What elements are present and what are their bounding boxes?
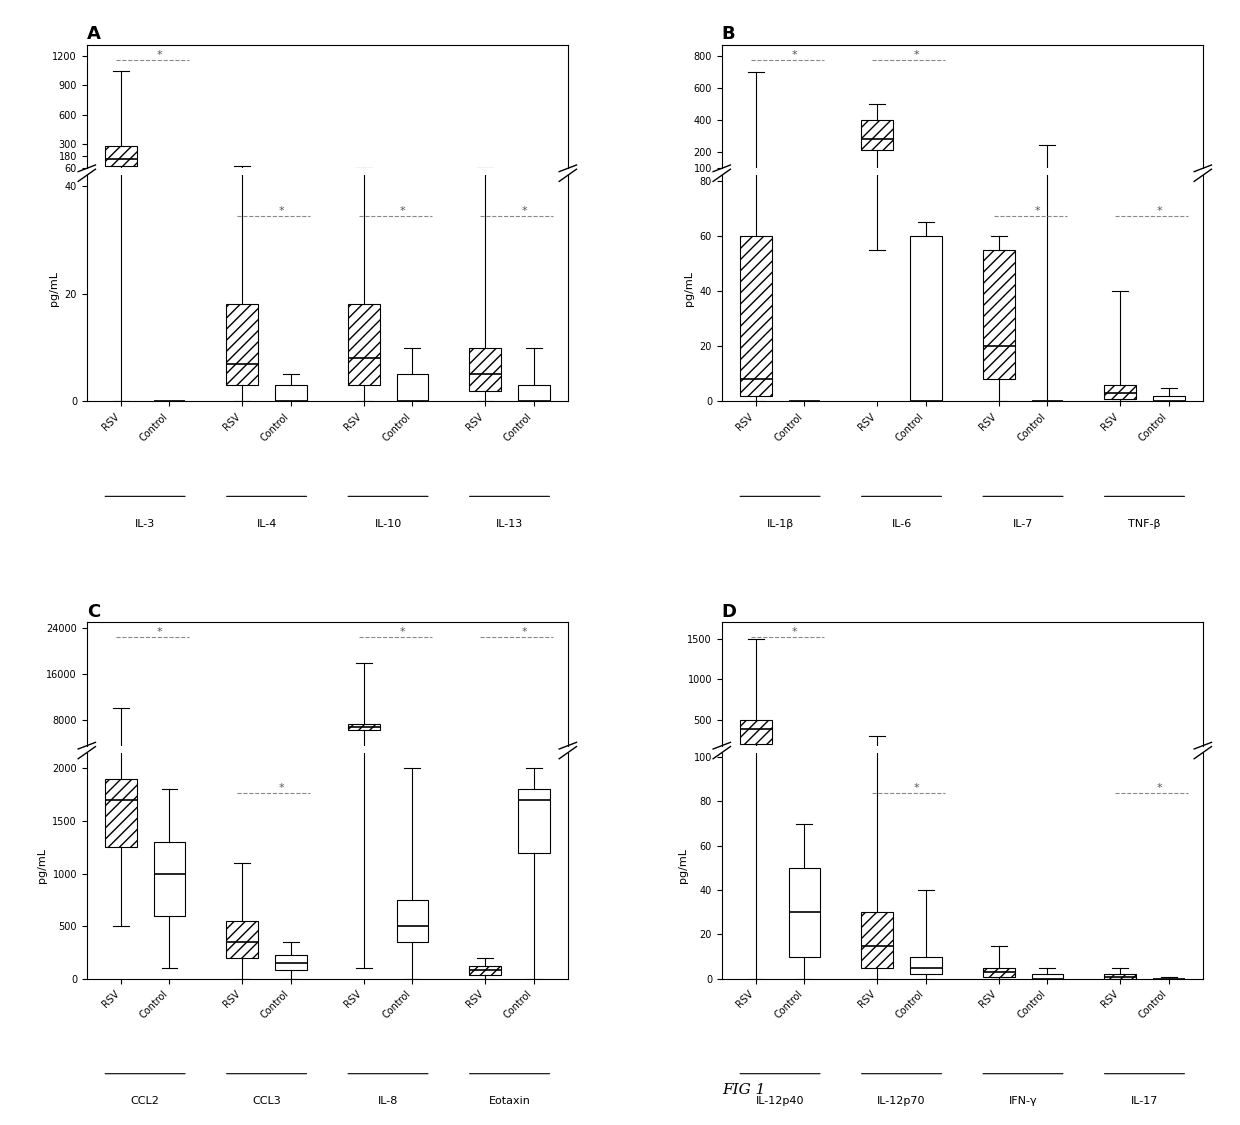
PathPatch shape [105, 755, 136, 758]
Text: *: * [399, 627, 405, 637]
PathPatch shape [348, 724, 379, 730]
Y-axis label: pg/mL: pg/mL [37, 848, 47, 883]
Text: IL-10: IL-10 [374, 519, 402, 529]
PathPatch shape [227, 172, 258, 173]
PathPatch shape [397, 375, 428, 402]
Text: CCL3: CCL3 [252, 1097, 281, 1106]
Text: D: D [722, 603, 737, 621]
Text: IL-13: IL-13 [496, 519, 523, 529]
PathPatch shape [518, 790, 549, 853]
PathPatch shape [740, 236, 771, 396]
PathPatch shape [105, 778, 136, 847]
PathPatch shape [983, 174, 1014, 182]
Text: IL-12p40: IL-12p40 [756, 1097, 805, 1106]
Text: *: * [792, 627, 797, 637]
Text: *: * [157, 50, 162, 60]
Text: *: * [792, 50, 797, 60]
Text: *: * [1156, 783, 1162, 793]
Text: *: * [1156, 206, 1162, 216]
PathPatch shape [470, 348, 501, 390]
Text: IL-12p70: IL-12p70 [877, 1097, 926, 1106]
Text: *: * [914, 50, 919, 60]
Y-axis label: pg/mL: pg/mL [50, 271, 60, 306]
PathPatch shape [275, 385, 306, 402]
Text: *: * [278, 206, 284, 216]
PathPatch shape [348, 305, 379, 385]
PathPatch shape [789, 867, 820, 956]
PathPatch shape [1153, 396, 1184, 402]
Text: IL-17: IL-17 [1131, 1097, 1158, 1106]
PathPatch shape [983, 250, 1014, 379]
PathPatch shape [740, 0, 771, 536]
Text: *: * [278, 783, 284, 793]
Text: C: C [87, 603, 100, 621]
PathPatch shape [154, 842, 185, 916]
PathPatch shape [910, 956, 941, 974]
PathPatch shape [740, 174, 771, 183]
PathPatch shape [348, 222, 379, 316]
Text: FIG 1: FIG 1 [723, 1083, 765, 1097]
Text: B: B [722, 26, 735, 44]
Text: IFN-γ: IFN-γ [1008, 1097, 1038, 1106]
PathPatch shape [154, 758, 185, 763]
Text: Eotaxin: Eotaxin [489, 1097, 531, 1106]
Text: IL-6: IL-6 [892, 519, 911, 529]
PathPatch shape [227, 305, 258, 385]
PathPatch shape [1105, 385, 1136, 398]
PathPatch shape [862, 912, 893, 968]
Text: *: * [1035, 206, 1040, 216]
PathPatch shape [789, 756, 820, 759]
PathPatch shape [397, 900, 428, 942]
PathPatch shape [397, 762, 428, 764]
PathPatch shape [910, 174, 941, 183]
PathPatch shape [910, 236, 941, 402]
PathPatch shape [227, 763, 258, 765]
PathPatch shape [470, 966, 501, 974]
PathPatch shape [1032, 974, 1063, 979]
Text: *: * [521, 627, 527, 637]
PathPatch shape [862, 758, 893, 759]
PathPatch shape [862, 119, 893, 150]
PathPatch shape [275, 955, 306, 971]
PathPatch shape [518, 755, 549, 759]
Text: *: * [157, 627, 162, 637]
PathPatch shape [983, 968, 1014, 976]
Text: IL-1β: IL-1β [766, 519, 794, 529]
Text: IL-8: IL-8 [378, 1097, 398, 1106]
Text: TNF-β: TNF-β [1128, 519, 1161, 529]
Text: *: * [521, 206, 527, 216]
Y-axis label: pg/mL: pg/mL [684, 271, 694, 306]
Text: *: * [399, 206, 405, 216]
PathPatch shape [1105, 974, 1136, 979]
Text: IL-4: IL-4 [257, 519, 277, 529]
PathPatch shape [348, 172, 379, 173]
Text: IL-3: IL-3 [135, 519, 155, 529]
PathPatch shape [227, 921, 258, 957]
Text: CCL2: CCL2 [130, 1097, 160, 1106]
PathPatch shape [105, 146, 136, 165]
Text: *: * [914, 783, 919, 793]
PathPatch shape [518, 385, 549, 402]
Text: IL-7: IL-7 [1013, 519, 1033, 529]
PathPatch shape [740, 720, 771, 744]
Text: A: A [87, 26, 100, 44]
Y-axis label: pg/mL: pg/mL [678, 848, 688, 883]
